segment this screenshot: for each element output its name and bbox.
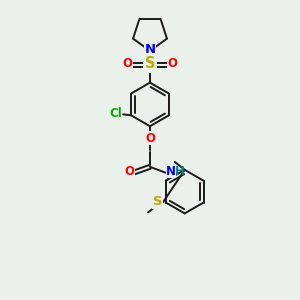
Text: O: O [168, 57, 178, 70]
Text: S: S [153, 195, 163, 208]
Text: O: O [124, 165, 134, 178]
Text: N: N [166, 165, 176, 178]
Text: Cl: Cl [109, 107, 122, 120]
Text: O: O [122, 57, 132, 70]
Text: O: O [145, 132, 155, 145]
Text: N: N [144, 44, 156, 56]
Text: H: H [175, 165, 185, 178]
Text: S: S [145, 56, 155, 71]
